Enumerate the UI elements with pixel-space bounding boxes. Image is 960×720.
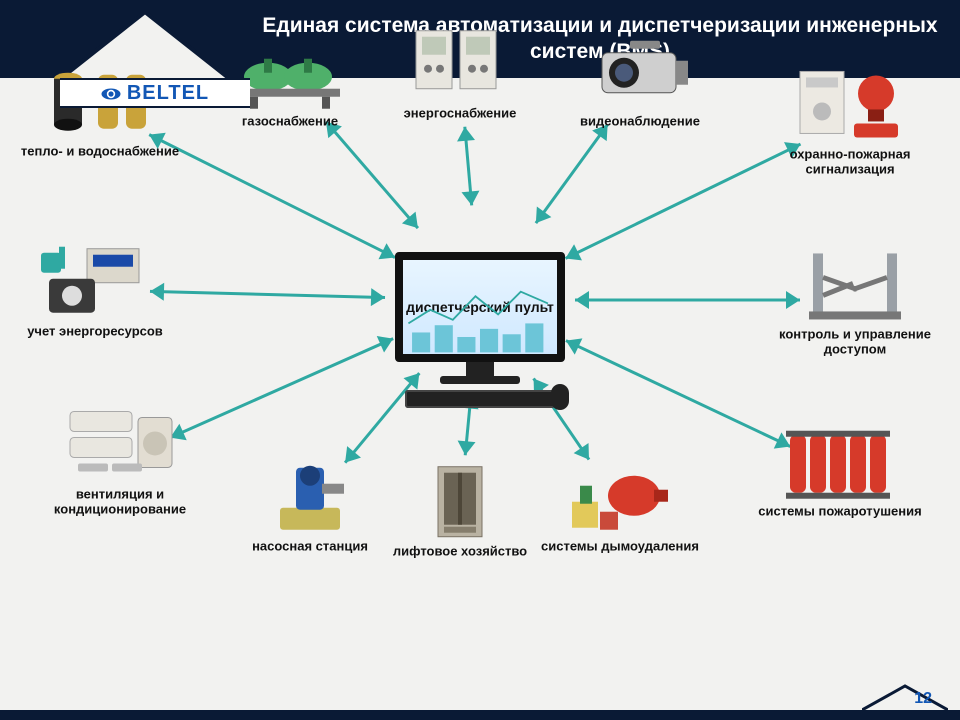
gas-label: газоснабжение <box>205 115 375 130</box>
access-label: контроль и управление доступом <box>770 327 940 356</box>
monitor-chart-icon <box>403 260 557 360</box>
page-number: 12 <box>914 690 932 708</box>
node-pump: насосная станция <box>225 456 395 555</box>
footer-roof-icon <box>862 682 948 710</box>
node-power: энергоснабжение <box>375 23 545 122</box>
fire-alarm-icon <box>790 63 910 145</box>
node-fire-alarm: охранно-пожарная сигнализация <box>765 63 935 176</box>
cctv-icon <box>580 31 700 113</box>
pump-label: насосная станция <box>225 540 395 555</box>
logo-text: BELTEL <box>127 82 209 105</box>
mouse-icon <box>551 384 569 410</box>
node-fire-supp: системы пожаротушения <box>755 421 925 520</box>
heat-water-label: тепло- и водоснабжение <box>15 145 185 160</box>
metering-label: учет энергоресурсов <box>10 325 180 340</box>
hvac-icon <box>60 403 180 485</box>
node-heat-water: тепло- и водоснабжение <box>15 61 185 160</box>
slide-footer: 12 <box>0 680 960 720</box>
cctv-label: видеонаблюдение <box>555 115 725 130</box>
power-label: энергоснабжение <box>375 107 545 122</box>
fire-supp-label: системы пожаротушения <box>755 505 925 520</box>
monitor-icon: диспетчерский пульт <box>395 252 565 408</box>
metering-icon <box>35 241 155 323</box>
node-lift: лифтовое хозяйство <box>375 461 545 560</box>
lift-label: лифтовое хозяйство <box>375 545 545 560</box>
diagram-canvas: диспетчерский пульт <box>0 108 960 680</box>
node-cctv: видеонаблюдение <box>555 31 725 130</box>
node-hvac: вентиляция и кондиционирование <box>35 403 205 516</box>
pump-icon <box>250 456 370 538</box>
smoke-icon <box>560 456 680 538</box>
node-smoke: системы дымоудаления <box>535 456 705 555</box>
lift-icon <box>400 461 520 543</box>
fire-alarm-label: охранно-пожарная сигнализация <box>765 147 935 176</box>
node-access: контроль и управление доступом <box>770 243 940 356</box>
fire-supp-icon <box>780 421 900 503</box>
power-icon <box>400 23 520 105</box>
logo: BELTEL <box>60 78 250 108</box>
access-icon <box>795 243 915 325</box>
center-node: диспетчерский пульт <box>380 252 580 408</box>
smoke-label: системы дымоудаления <box>535 540 705 555</box>
node-metering: учет энергоресурсов <box>10 241 180 340</box>
logo-eye-icon <box>101 87 121 99</box>
hvac-label: вентиляция и кондиционирование <box>35 487 205 516</box>
